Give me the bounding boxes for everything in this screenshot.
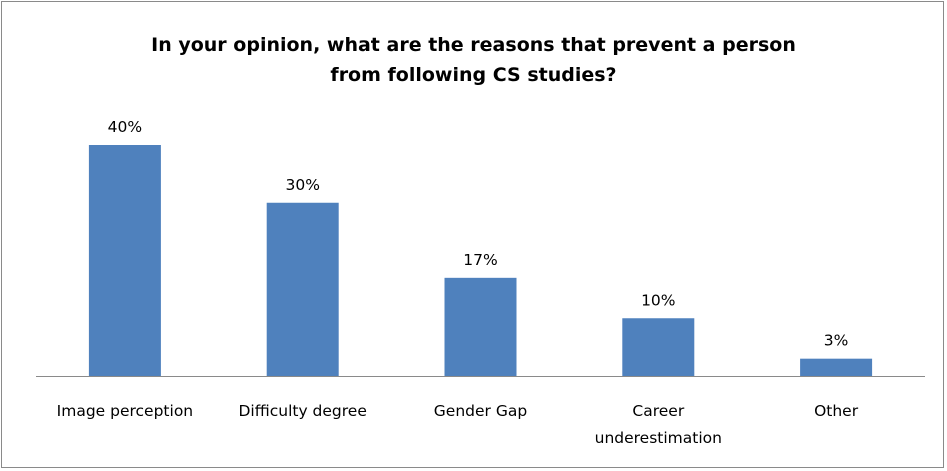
data-label-2: 17% [463,251,497,269]
chart-title-line-2: from following CS studies? [330,64,617,86]
category-label-2: Gender Gap [434,402,527,420]
chart-title: In your opinion, what are the reasons th… [0,30,947,90]
category-label-0: Image perception [57,402,193,420]
bar-3 [622,318,695,376]
category-label-4: Other [814,402,859,420]
data-label-4: 3% [824,332,849,350]
category-label-1: Difficulty degree [239,402,367,420]
category-label-3-line-0: Career [632,402,684,420]
bar-4 [800,358,873,376]
chart-title-line-1: In your opinion, what are the reasons th… [151,34,796,56]
bar-1 [266,202,339,376]
data-label-1: 30% [285,176,319,194]
bar-0 [88,145,161,376]
bar-2 [444,277,517,376]
data-label-3: 10% [641,291,675,309]
category-label-3-line-1: underestimation [595,429,722,447]
data-label-0: 40% [108,118,142,136]
